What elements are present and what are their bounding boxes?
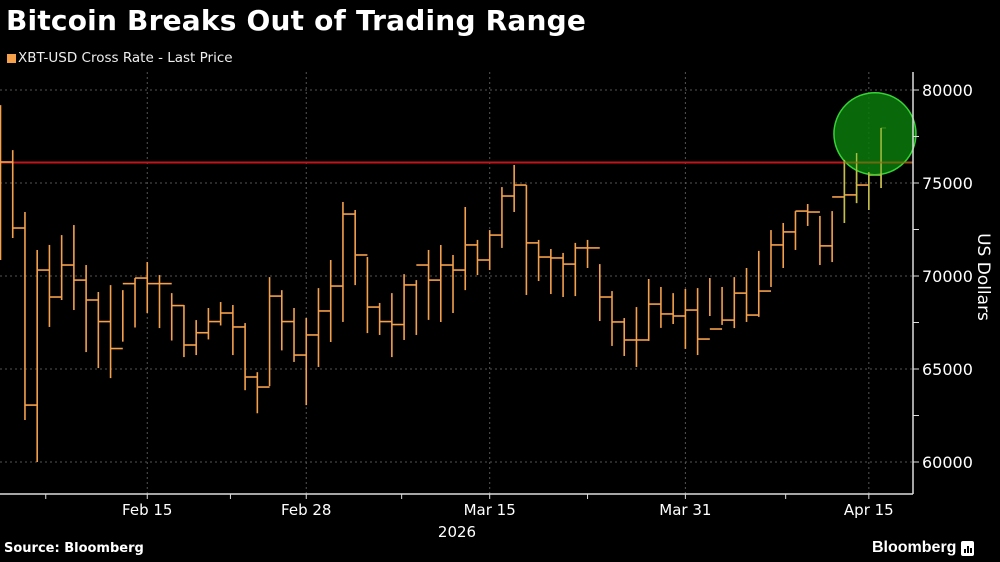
price-bar (757, 250, 771, 317)
y-tick-label: 65000 (922, 360, 973, 379)
price-bar (122, 282, 136, 342)
price-bar (696, 288, 710, 356)
price-bar (427, 249, 441, 320)
price-bar (733, 277, 747, 329)
x-axis: Feb 15 Feb 28 Mar 15 Mar 31 Apr 15 2026 (0, 493, 913, 541)
price-bar (0, 105, 13, 261)
price-bar (97, 291, 111, 369)
price-bar (354, 209, 368, 286)
y-tick-label: 70000 (922, 267, 973, 286)
price-bar (782, 222, 796, 269)
price-bar (293, 307, 307, 362)
price-bar (537, 239, 551, 282)
price-bar (562, 252, 576, 298)
price-bar (170, 293, 184, 341)
price-bar (11, 150, 25, 239)
price-bar (660, 286, 674, 328)
brand-label: Bloomberg (872, 539, 957, 556)
price-bar (109, 285, 123, 379)
legend-label: XBT-USD Cross Rate - Last Price (18, 50, 233, 66)
y-axis-label: US Dollars (973, 233, 993, 321)
price-bar (623, 318, 637, 356)
price-bar (819, 215, 833, 266)
price-bar (244, 323, 258, 391)
price-bar (134, 277, 148, 328)
price-bar (721, 286, 735, 325)
price-bar (513, 164, 527, 213)
y-tick-label: 60000 (922, 453, 973, 472)
price-bar (256, 372, 270, 414)
price-bar (195, 320, 209, 356)
x-tick-label: Mar 31 (659, 501, 711, 519)
price-bar (305, 318, 319, 406)
price-bar (684, 289, 698, 349)
price-bar (391, 293, 405, 358)
price-bar (770, 230, 784, 287)
legend: XBT-USD Cross Rate - Last Price (7, 50, 233, 66)
price-bar (647, 278, 661, 341)
source-note: Source: Bloomberg (4, 541, 144, 556)
price-bar (317, 288, 331, 367)
x-tick-label: Mar 15 (464, 501, 516, 519)
price-bar (794, 210, 808, 250)
price-bar (574, 242, 588, 297)
price-bar (329, 260, 343, 343)
price-bar (207, 307, 221, 340)
price-bar (85, 265, 99, 353)
price-bar (268, 277, 282, 387)
price-bar (342, 201, 356, 322)
price-bar (36, 249, 50, 462)
price-bars (0, 105, 887, 462)
bloomberg-brand: Bloomberg (872, 539, 975, 557)
y-tick-label: 75000 (922, 174, 973, 193)
price-bar (146, 262, 160, 314)
price-bar (550, 249, 564, 295)
price-bar (280, 290, 295, 351)
price-bar (831, 196, 845, 263)
price-bar (635, 307, 649, 367)
price-bar (439, 244, 454, 322)
price-bar (745, 268, 759, 322)
price-bar (378, 302, 392, 335)
price-bar (464, 206, 478, 291)
x-tick-label: Feb 15 (122, 501, 172, 519)
price-bar (672, 293, 686, 324)
bloomberg-logo-icon (961, 540, 975, 556)
price-bar (366, 257, 380, 334)
y-tick-label: 80000 (922, 81, 973, 100)
legend-swatch (7, 53, 16, 63)
x-tick-label: Apr 15 (844, 501, 894, 519)
price-bar (525, 185, 539, 295)
price-bar (183, 305, 197, 358)
x-year-label: 2026 (438, 523, 476, 541)
price-bar (415, 264, 429, 335)
chart-title: Bitcoin Breaks Out of Trading Range (6, 4, 587, 37)
price-bar (611, 291, 625, 346)
price-bar (868, 172, 882, 210)
price-bar (488, 230, 502, 271)
price-bar (806, 204, 820, 226)
price-bar (501, 187, 515, 248)
breakout-highlight-circle (833, 91, 917, 223)
x-tick-label: Feb 28 (281, 501, 331, 519)
price-bar (452, 254, 466, 314)
price-bar (476, 239, 490, 276)
price-bar (48, 244, 62, 327)
price-bar (403, 274, 417, 340)
price-bar (709, 278, 723, 330)
price-bar (598, 264, 612, 322)
gridlines (0, 72, 913, 494)
price-bar (232, 305, 246, 356)
price-bar (60, 235, 74, 300)
price-bar (586, 239, 600, 269)
price-bar (24, 212, 38, 420)
price-bar (158, 275, 172, 329)
y-axis: 60000 65000 70000 75000 80000 US Dollars (912, 72, 993, 494)
price-bar (219, 302, 233, 326)
price-bar (73, 225, 87, 311)
